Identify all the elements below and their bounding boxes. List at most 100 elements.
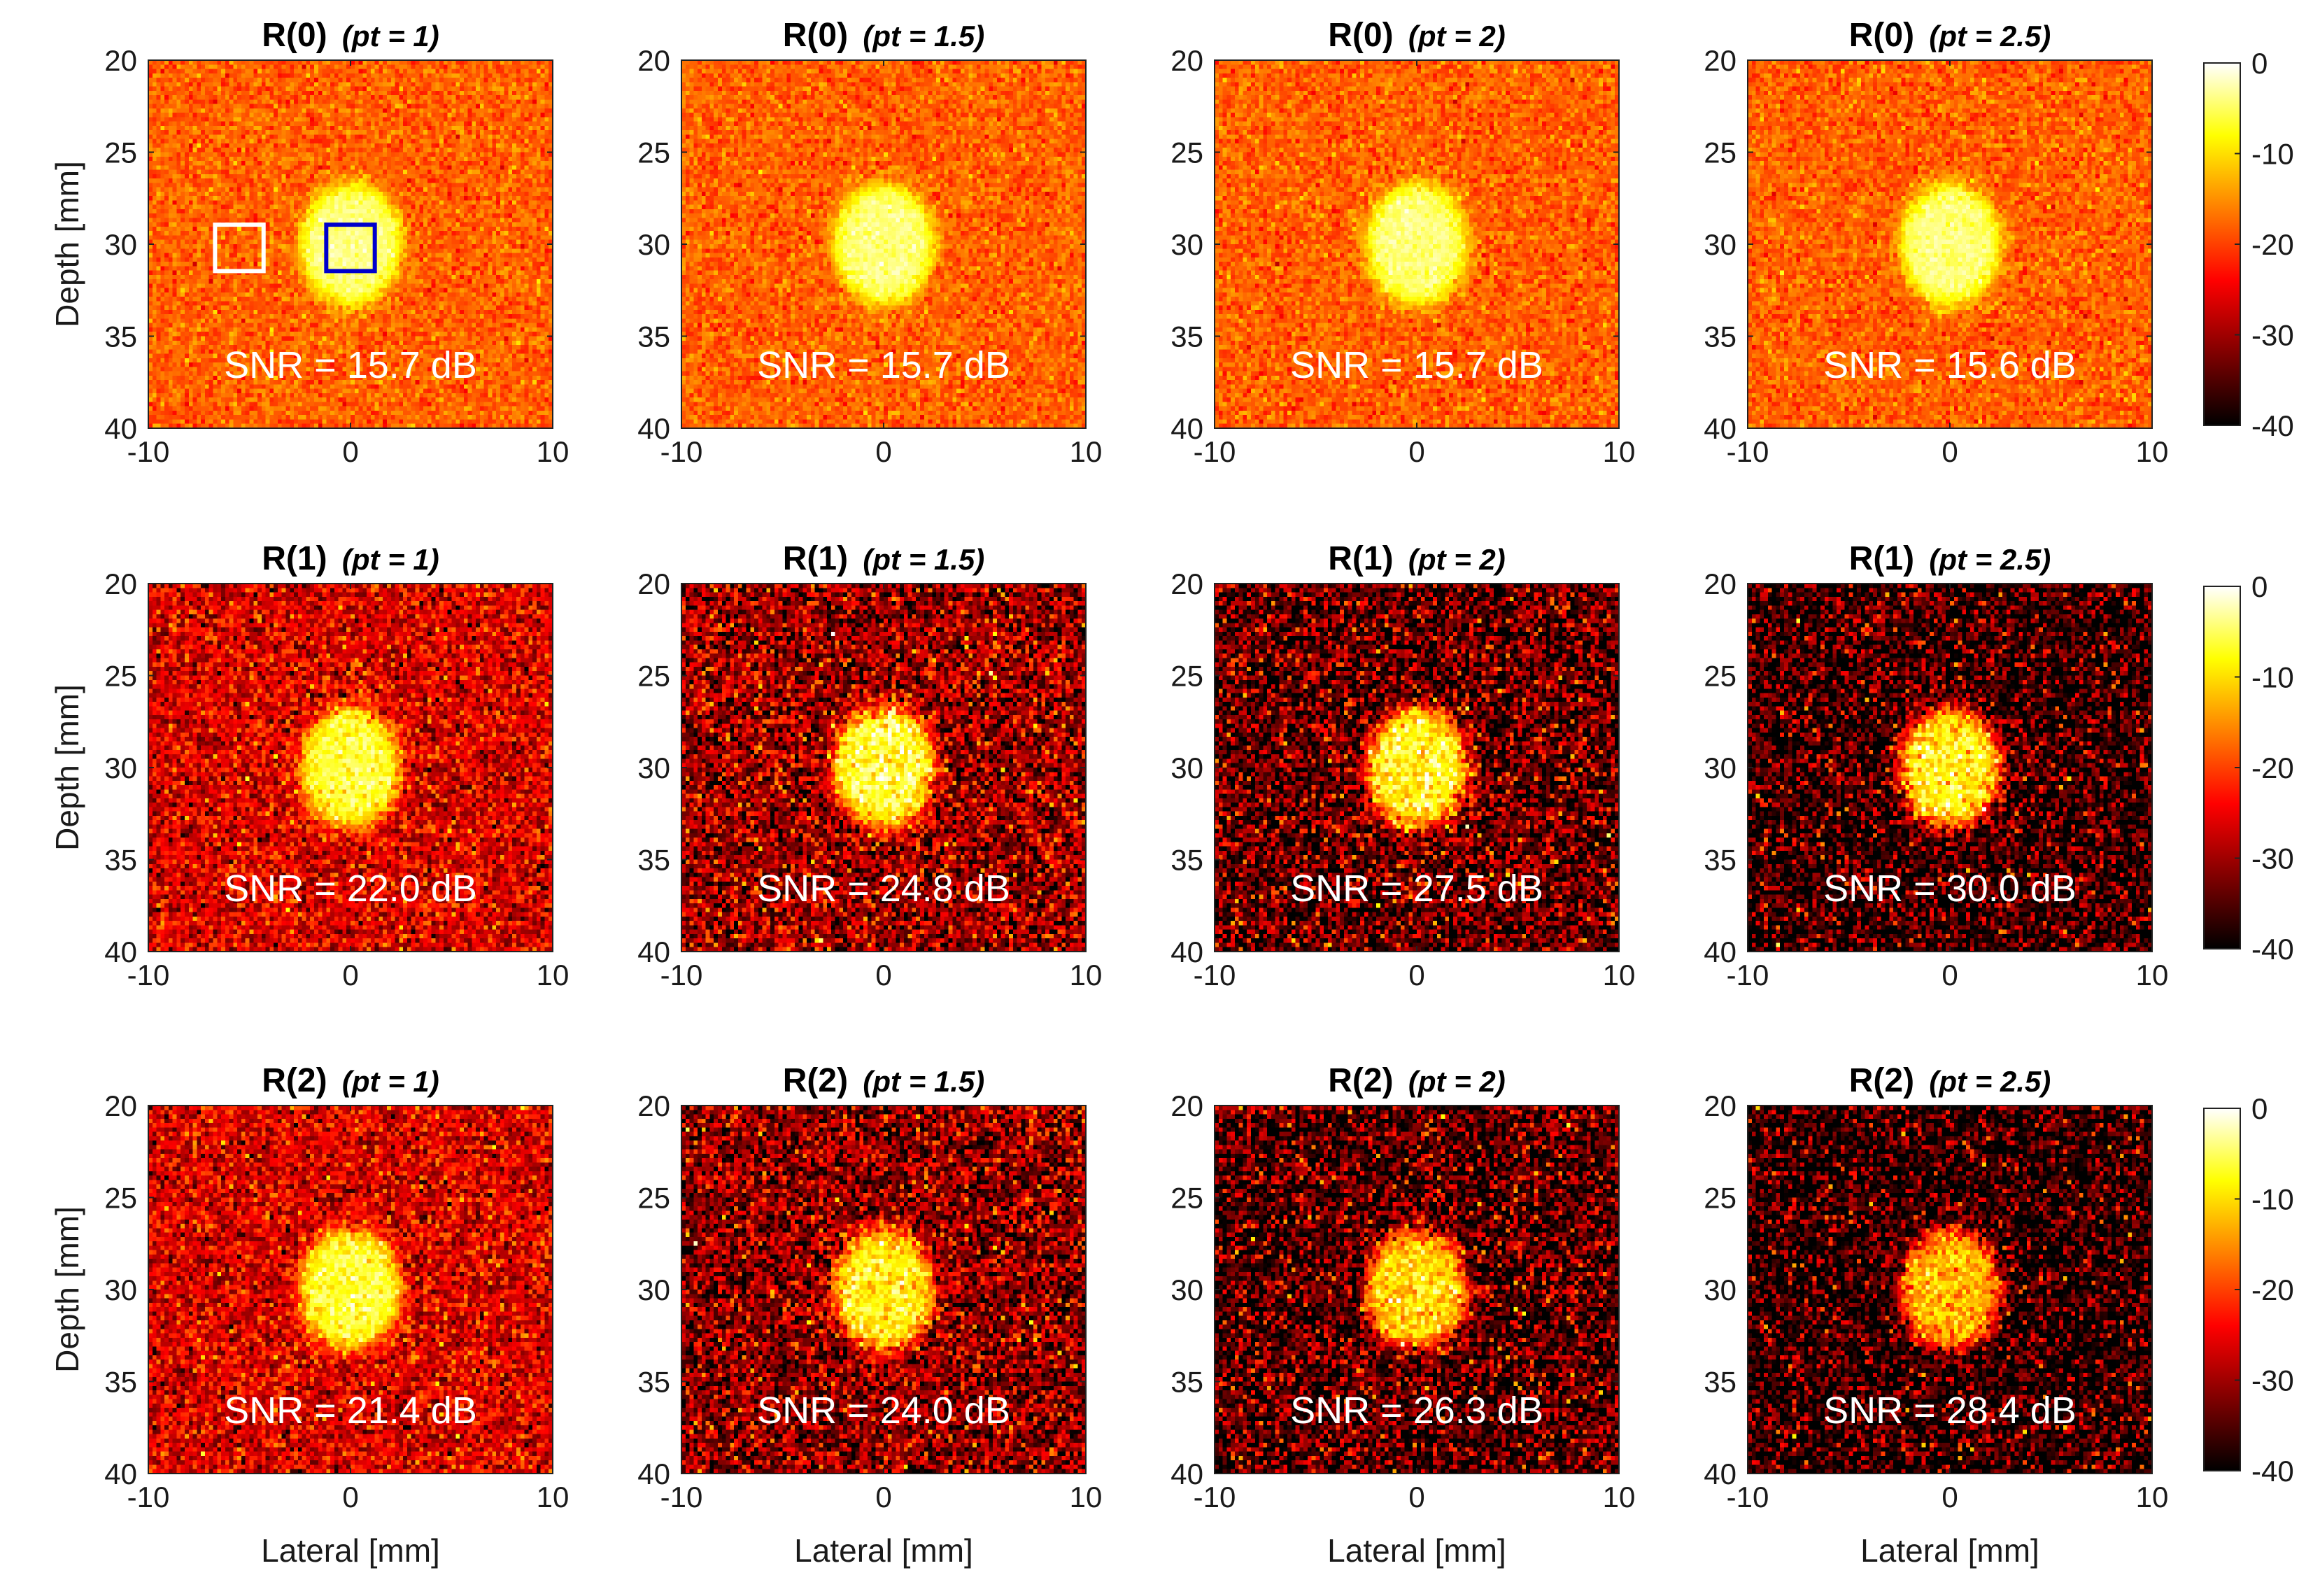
x-tick-label: -10 <box>660 1481 703 1513</box>
x-tick-label: -10 <box>1194 959 1236 991</box>
panel-R2-col-3: -10 0 10 20 25 30 35 40 R(2) (pt = 2) SNR = 26.3 … <box>1170 1062 1635 1569</box>
panel-title: R(0) (pt = 2.5) <box>1849 17 2051 54</box>
panel-R1-col-1: -10 0 10 20 25 30 35 40 R(1) (pt = 1) SNR = 22.0 … <box>49 540 569 991</box>
panel-title: R(0) (pt = 1) <box>262 17 439 54</box>
snr-label: SNR = 24.8 dB <box>757 868 1010 910</box>
y-tick-label: 40 <box>637 412 670 445</box>
y-tick-label: 40 <box>104 935 137 968</box>
colorbar-R2: 0 -10 -20 -30 -40 <box>2203 1092 2294 1488</box>
x-tick-label: 10 <box>537 959 570 991</box>
panel-title-main: R(1) <box>1328 540 1403 577</box>
x-axis-label: Lateral [mm] <box>1327 1532 1506 1569</box>
panel-title-params: (pt = 1.5) <box>863 20 984 52</box>
y-tick-label: 25 <box>1704 1182 1736 1215</box>
panel-title: R(0) (pt = 2) <box>1328 17 1506 54</box>
x-tick-label: 0 <box>1941 435 1958 468</box>
heatmap-image <box>1215 60 1619 428</box>
colorbar-tick-label: -20 <box>2251 751 2294 784</box>
y-tick-label: 40 <box>637 1457 670 1490</box>
panel-R1-col-3: -10 0 10 20 25 30 35 40 R(1) (pt = 2) SNR = 27.5 … <box>1170 540 1635 991</box>
y-tick-label: 20 <box>104 1089 137 1122</box>
y-tick-label: 20 <box>1704 1089 1736 1122</box>
colorbar-tick-label: -30 <box>2251 319 2294 352</box>
snr-label: SNR = 22.0 dB <box>224 868 477 910</box>
panel-title: R(2) (pt = 1) <box>262 1062 439 1099</box>
panel-title-main: R(0) <box>1849 17 1924 54</box>
x-axis-label: Lateral [mm] <box>794 1532 973 1569</box>
y-tick-label: 20 <box>1704 44 1736 77</box>
y-tick-label: 20 <box>1170 1089 1203 1122</box>
y-tick-label: 25 <box>637 1182 670 1215</box>
x-tick-label: 10 <box>1603 959 1636 991</box>
y-tick-label: 25 <box>1704 136 1736 169</box>
x-tick-label: 0 <box>875 435 891 468</box>
panels-layer: -10 0 10 20 25 30 35 40 R(0) (pt = 1) SNR = 15.7 … <box>49 17 2168 1569</box>
x-tick-label: 10 <box>1070 1481 1103 1513</box>
panel-title-params: (pt = 1.5) <box>863 543 984 576</box>
x-tick-label: 0 <box>1408 1481 1424 1513</box>
panel-title-params: (pt = 1) <box>342 20 439 52</box>
y-tick-label: 40 <box>1170 412 1203 445</box>
x-tick-label: 0 <box>1941 959 1958 991</box>
colorbar-gradient <box>2204 586 2240 949</box>
y-tick-label: 20 <box>104 44 137 77</box>
panel-title-params: (pt = 2.5) <box>1929 543 2051 576</box>
y-axis-label: Depth [mm] <box>49 1206 85 1373</box>
y-tick-label: 35 <box>1704 844 1736 877</box>
panel-R0-col-3: -10 0 10 20 25 30 35 40 R(0) (pt = 2) SNR = 15.7 … <box>1170 17 1635 468</box>
panel-title-params: (pt = 2) <box>1408 1065 1506 1098</box>
y-tick-label: 35 <box>104 1366 137 1399</box>
y-tick-label: 35 <box>637 844 670 877</box>
x-tick-label: -10 <box>660 959 703 991</box>
x-tick-label: -10 <box>1194 435 1236 468</box>
panel-title-main: R(2) <box>1849 1062 1924 1099</box>
snr-label: SNR = 21.4 dB <box>224 1390 477 1432</box>
y-tick-label: 40 <box>1704 412 1736 445</box>
y-tick-label: 35 <box>1704 320 1736 353</box>
heatmap-image <box>148 584 553 952</box>
snr-label: SNR = 28.4 dB <box>1823 1390 2077 1432</box>
y-tick-label: 30 <box>1170 228 1203 261</box>
colorbar-tick-label: -10 <box>2251 138 2294 171</box>
colorbar-tick-label: -40 <box>2251 1455 2294 1488</box>
panel-title: R(1) (pt = 1.5) <box>783 540 985 577</box>
y-tick-label: 20 <box>104 567 137 600</box>
x-tick-label: 0 <box>1408 959 1424 991</box>
colorbar-tick-label: 0 <box>2251 47 2268 80</box>
colorbar-tick-label: -20 <box>2251 1273 2294 1306</box>
panel-title-main: R(1) <box>783 540 858 577</box>
x-tick-label: 10 <box>1070 435 1103 468</box>
colorbar-tick-label: 0 <box>2251 1092 2268 1125</box>
colorbar-gradient <box>2204 1108 2240 1471</box>
y-tick-label: 35 <box>1170 1366 1203 1399</box>
y-tick-label: 35 <box>1170 844 1203 877</box>
panel-R0-col-4: -10 0 10 20 25 30 35 40 R(0) (pt = 2.5) SNR = 15.… <box>1704 17 2168 468</box>
y-tick-label: 25 <box>104 136 137 169</box>
x-tick-label: 0 <box>875 959 891 991</box>
y-tick-label: 30 <box>637 228 670 261</box>
panel-title-main: R(2) <box>262 1062 337 1099</box>
y-tick-label: 25 <box>1704 660 1736 693</box>
y-tick-label: 30 <box>104 751 137 784</box>
panel-title-params: (pt = 2) <box>1408 543 1506 576</box>
panel-title-main: R(0) <box>1328 17 1403 54</box>
snr-label: SNR = 15.7 dB <box>757 344 1010 386</box>
y-tick-label: 25 <box>637 660 670 693</box>
x-tick-label: 10 <box>537 1481 570 1513</box>
y-tick-label: 20 <box>637 44 670 77</box>
panel-title-main: R(0) <box>262 17 337 54</box>
y-tick-label: 35 <box>104 844 137 877</box>
x-tick-label: 10 <box>537 435 570 468</box>
snr-label: SNR = 15.6 dB <box>1823 344 2077 386</box>
x-tick-label: -10 <box>1727 1481 1769 1513</box>
y-tick-label: 35 <box>104 320 137 353</box>
y-axis-label: Depth [mm] <box>49 161 85 327</box>
y-tick-label: 25 <box>1170 136 1203 169</box>
panel-title-main: R(0) <box>783 17 858 54</box>
y-tick-label: 35 <box>1704 1366 1736 1399</box>
snr-label: SNR = 24.0 dB <box>757 1390 1010 1432</box>
y-tick-label: 30 <box>104 1273 137 1306</box>
y-tick-label: 20 <box>1704 567 1736 600</box>
snr-label: SNR = 27.5 dB <box>1290 868 1543 910</box>
